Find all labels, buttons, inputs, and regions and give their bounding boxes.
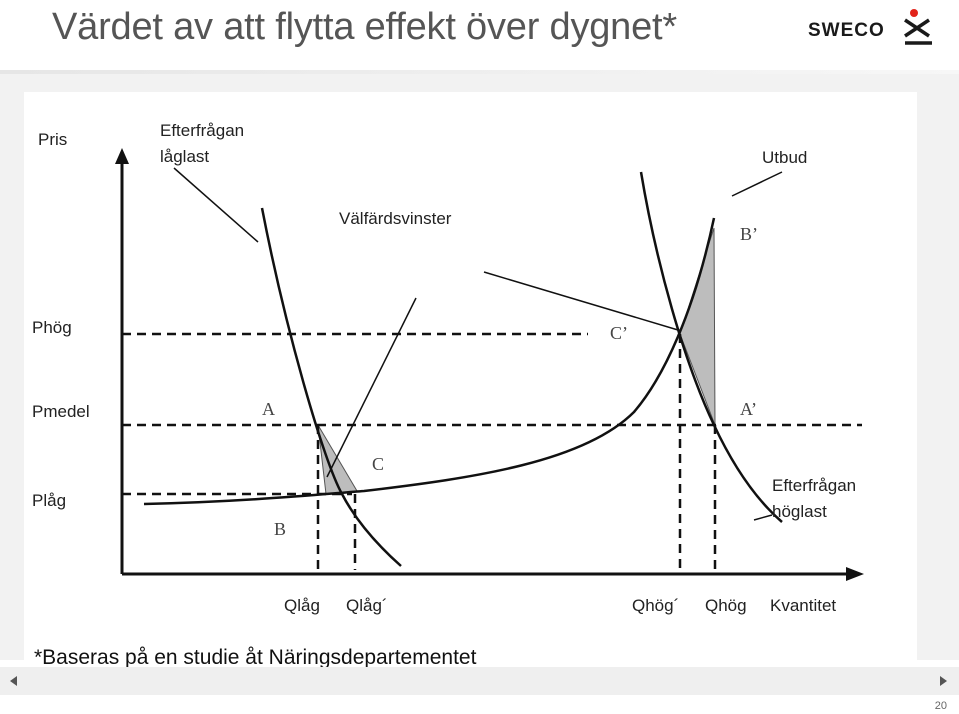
sweco-figure-icon [904, 9, 932, 45]
demand-low-label-1: Efterfrågan [160, 121, 244, 140]
demand-low-label-2: låglast [160, 147, 209, 166]
diagram-svg: Pris Kvantitet Phög Pmedel Plåg Qlåg Qlå… [32, 121, 864, 615]
point-label-b-prime: B’ [740, 224, 758, 244]
demand-high-pointer [753, 514, 773, 521]
point-label-c-prime: C’ [610, 323, 628, 343]
qty-label-qhog: Qhög [705, 596, 747, 615]
demand-high-label-2: höglast [772, 502, 827, 521]
point-label-b: B [274, 519, 286, 539]
sweco-logo: SWECO [808, 6, 938, 50]
point-label-a: A [262, 399, 275, 419]
qty-label-qlag-prime: Qlåg´ [346, 596, 388, 615]
x-axis-label: Kvantitet [770, 596, 836, 615]
supply-label: Utbud [762, 148, 807, 167]
qty-label-qlag: Qlåg [284, 596, 320, 615]
triangle-right-icon[interactable] [940, 676, 947, 686]
point-label-a-prime: A’ [740, 399, 757, 419]
slide-nav-bar [0, 667, 959, 695]
header-separator [0, 70, 959, 74]
price-label-pmedel: Pmedel [32, 402, 90, 421]
demand-high-curve [639, 171, 783, 523]
demand-high-label-1: Efterfrågan [772, 476, 856, 495]
welfare-pointer-low [326, 297, 417, 478]
welfare-label: Välfärdsvinster [339, 209, 452, 228]
x-axis-arrow-icon [846, 567, 864, 581]
y-axis-label: Pris [38, 130, 67, 149]
price-label-phog: Phög [32, 318, 72, 337]
supply-curve [143, 217, 716, 506]
page-number: 20 [934, 700, 947, 712]
load-shift-diagram: Pris Kvantitet Phög Pmedel Plåg Qlåg Qlå… [24, 92, 917, 660]
footnote: *Baseras på en studie åt Näringsdepartem… [34, 646, 477, 669]
logo-text: SWECO [808, 20, 885, 41]
slide-title: Värdet av att flytta effekt över dygnet* [52, 6, 677, 48]
welfare-pointer-high [483, 271, 679, 331]
price-label-plag: Plåg [32, 491, 66, 510]
triangle-left-icon[interactable] [10, 676, 17, 686]
supply-pointer [731, 171, 783, 197]
welfare-area-high [679, 227, 716, 426]
qty-label-qhog-prime: Qhög´ [632, 596, 679, 615]
y-axis-arrow-icon [115, 148, 129, 164]
demand-low-pointer [173, 167, 259, 243]
demand-low-curve [260, 207, 402, 567]
point-label-c: C [372, 454, 384, 474]
